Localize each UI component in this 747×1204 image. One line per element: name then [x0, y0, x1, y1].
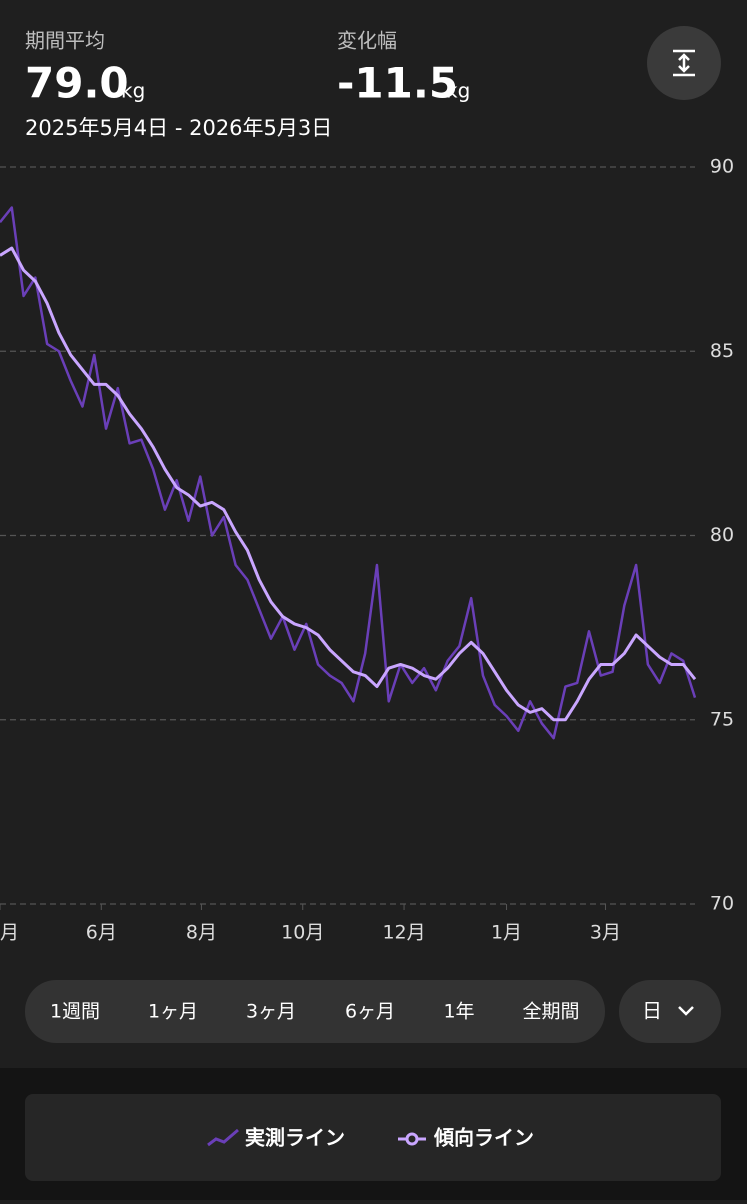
range-button[interactable]: 6ヶ月: [345, 1001, 395, 1023]
range-button[interactable]: 1ヶ月: [148, 1001, 198, 1023]
range-button[interactable]: 3ヶ月: [246, 1001, 296, 1023]
legend-label: 実測ライン: [245, 1126, 345, 1150]
range-button[interactable]: 1年: [443, 1001, 474, 1023]
chevron: [678, 1006, 694, 1016]
x-tick-label: 10月: [281, 922, 324, 944]
x-tick-label: 6月: [86, 922, 117, 944]
legend-icon-actual: [207, 1128, 239, 1147]
expand-icon: [673, 49, 695, 77]
y-tick-label: 90: [710, 156, 734, 178]
avg-label: 期間平均: [25, 29, 105, 53]
date-range: 2025年5月4日 - 2026年5月3日: [25, 116, 332, 140]
avg-unit: kg: [121, 79, 145, 103]
legend-box: [25, 1094, 721, 1181]
background: [0, 0, 747, 1068]
x-tick-label: 1月: [491, 922, 522, 944]
select-label: 日: [642, 999, 662, 1023]
range-bar: [25, 980, 605, 1043]
x-tick-label: 3月: [590, 922, 621, 944]
change-value: -11.5: [337, 59, 458, 108]
expand-button[interactable]: [647, 26, 721, 100]
legend-icon-dot: [405, 1132, 419, 1146]
plot: 70 75 80 85 90 月 6月 8月 10月 12月 1月 3月: [0, 156, 734, 944]
x-tick-label: 8月: [186, 922, 217, 944]
select-bg: [619, 980, 721, 1043]
y-tick-label: 75: [710, 708, 734, 730]
range-buttons: 1週間 1ヶ月 3ヶ月 6ヶ月 1年 全期間: [50, 1001, 580, 1023]
y-tick-label: 70: [710, 893, 734, 915]
change-label: 変化幅: [337, 29, 397, 53]
period-select[interactable]: 日: [619, 980, 721, 1043]
trend-line: [0, 246, 697, 722]
legend-label: 傾向ライン: [433, 1126, 534, 1150]
x-tick-label: 12月: [382, 922, 425, 944]
avg-value: 79.0: [25, 59, 129, 108]
y-tick-label: 85: [710, 340, 734, 362]
range-button[interactable]: 1週間: [50, 1001, 100, 1023]
range-button[interactable]: 全期間: [522, 1001, 579, 1023]
y-tick-label: 80: [710, 524, 734, 546]
x-tick-label: 月: [0, 922, 19, 944]
change-unit: kg: [446, 79, 470, 103]
